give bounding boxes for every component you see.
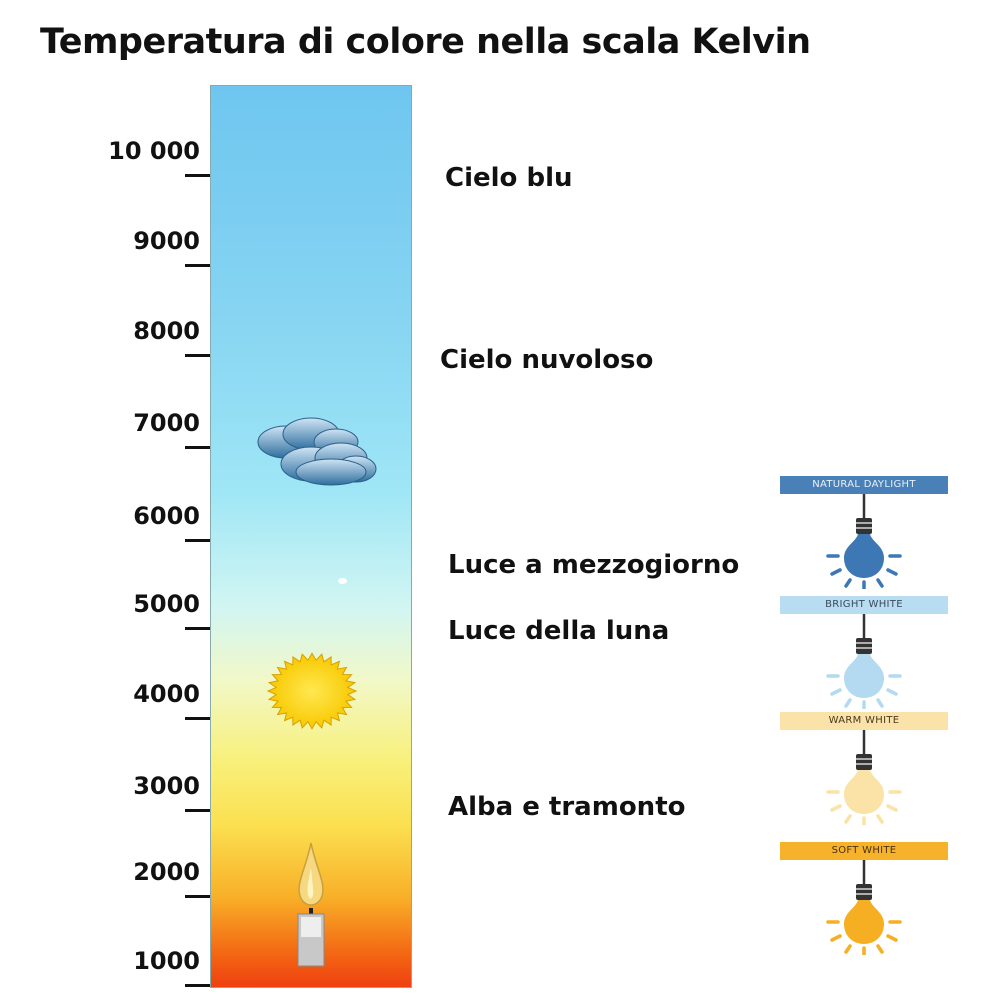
scale-tick-label: 4000 (133, 680, 200, 708)
scale-tick (185, 717, 210, 720)
scale-tick (185, 446, 210, 449)
bulb-banner: BRIGHT WHITE (780, 596, 948, 614)
scale-tick-label: 8000 (133, 317, 200, 345)
scale-tick-label: 9000 (133, 227, 200, 255)
scale-tick-label: 7000 (133, 409, 200, 437)
bulb-banner: SOFT WHITE (780, 842, 948, 860)
light-bulb-icon (826, 860, 902, 955)
scale-tick (185, 984, 210, 987)
page-title: Temperatura di colore nella scala Kelvin (40, 22, 811, 62)
scale-tick-label: 6000 (133, 502, 200, 530)
light-bulb-icon (826, 494, 902, 589)
light-dot (338, 578, 347, 584)
kelvin-gradient-bar (210, 85, 412, 988)
scale-tick (185, 354, 210, 357)
label-cloudy-sky: Cielo nuvoloso (440, 345, 654, 375)
bulb-banner: WARM WHITE (780, 712, 948, 730)
bulb-natural-daylight: NATURAL DAYLIGHT (780, 476, 948, 589)
scale-tick (185, 264, 210, 267)
sun-icon (266, 652, 358, 730)
scale-tick (185, 174, 210, 177)
scale-tick-label: 3000 (133, 772, 200, 800)
bulb-banner: NATURAL DAYLIGHT (780, 476, 948, 494)
scale-tick (185, 895, 210, 898)
bulb-warm-white: WARM WHITE (780, 712, 948, 825)
scale-tick-label: 10 000 (108, 137, 200, 165)
candle-icon (297, 842, 325, 967)
scale-tick-label: 2000 (133, 858, 200, 886)
bulb-bright-white: BRIGHT WHITE (780, 596, 948, 709)
light-bulb-icon (826, 730, 902, 825)
bulb-soft-white: SOFT WHITE (780, 842, 948, 955)
label-noon-light: Luce a mezzogiorno (448, 550, 740, 580)
scale-tick-label: 1000 (133, 947, 200, 975)
light-bulb-icon (826, 614, 902, 709)
label-blue-sky: Cielo blu (445, 163, 573, 193)
cloud-icon (257, 417, 377, 486)
scale-tick-label: 5000 (133, 590, 200, 618)
label-moon-light: Luce della luna (448, 616, 670, 646)
scale-tick (185, 539, 210, 542)
scale-tick (185, 627, 210, 630)
label-sunrise-sunset: Alba e tramonto (448, 792, 686, 822)
scale-tick (185, 809, 210, 812)
